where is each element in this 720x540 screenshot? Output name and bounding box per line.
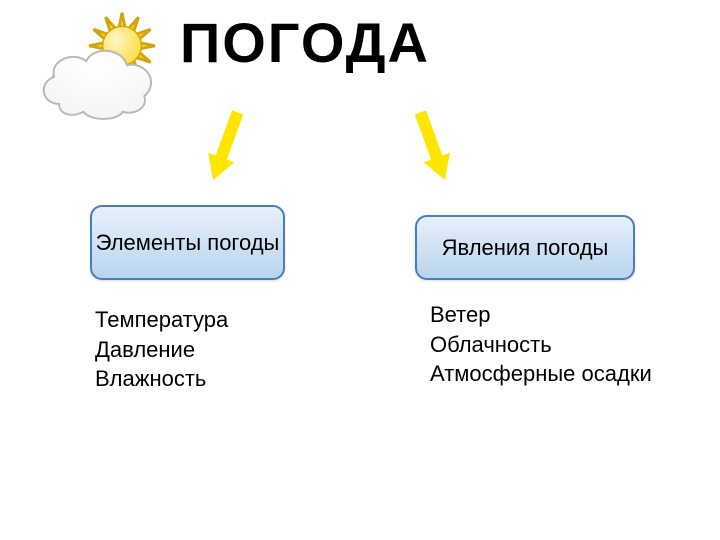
diagram-canvas: ПОГОДА Элементы погоды Явления погоды Те… bbox=[0, 0, 720, 540]
node-elements: Элементы погоды bbox=[90, 205, 285, 280]
list-elements: ТемператураДавлениеВлажность bbox=[95, 305, 228, 394]
page-title: ПОГОДА bbox=[180, 10, 430, 75]
arrow-shaft bbox=[415, 110, 443, 161]
arrow-head-icon bbox=[200, 153, 235, 185]
weather-icon bbox=[30, 5, 185, 135]
list-item: Температура bbox=[95, 305, 228, 335]
node-phenomena: Явления погоды bbox=[415, 215, 635, 280]
arrow-head-icon bbox=[424, 153, 459, 185]
arrow-shaft bbox=[215, 110, 243, 161]
arrow-left-icon bbox=[197, 108, 251, 193]
list-item: Атмосферные осадки bbox=[430, 359, 652, 389]
list-item: Влажность bbox=[95, 364, 228, 394]
list-item: Облачность bbox=[430, 330, 652, 360]
list-phenomena: ВетерОблачностьАтмосферные осадки bbox=[430, 300, 652, 389]
list-item: Давление bbox=[95, 335, 228, 365]
arrow-right-icon bbox=[407, 108, 461, 193]
list-item: Ветер bbox=[430, 300, 652, 330]
